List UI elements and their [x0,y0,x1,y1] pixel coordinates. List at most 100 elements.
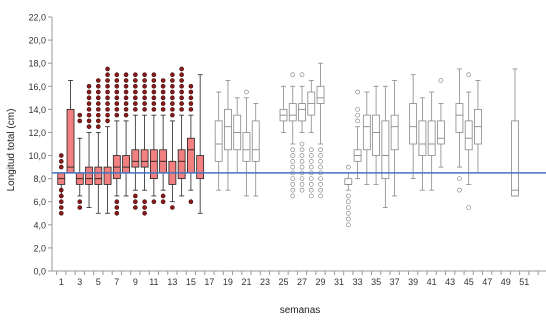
box-week-4 [85,83,93,208]
outlier-point [299,176,305,181]
box-week-32 [344,164,353,228]
x-tick-label: 31 [334,277,344,287]
outlier-point [290,72,296,78]
box-week-45 [464,72,473,210]
x-tick-label: 13 [167,277,177,287]
outlier-point [151,95,157,101]
outlier-point [133,199,138,205]
outlier-point [58,164,64,170]
outlier-point [133,72,138,78]
x-tick-label: 41 [427,277,437,287]
outlier-point [86,101,92,106]
box-week-34 [362,91,371,185]
box-body [511,120,519,197]
box-week-11 [149,72,158,205]
box-body [103,166,112,185]
outlier-point [105,101,110,106]
box-body [418,120,427,156]
outlier-point [179,78,184,83]
box-body [298,103,306,122]
outlier-point [160,95,166,101]
y-tick-label: 4,0 [33,220,46,230]
box-week-2 [66,80,75,174]
x-tick-label: 51 [519,277,529,287]
outlier-point [318,193,323,199]
outlier-point [290,176,296,181]
outlier-point [466,72,472,78]
box-body [66,108,75,174]
box-body [177,149,186,180]
x-tick-label: 3 [77,277,82,287]
box-body [464,120,473,151]
outlier-point [188,89,194,95]
x-tick-label: 9 [133,277,138,287]
outlier-point [133,205,138,210]
x-tick-label: 47 [482,277,492,287]
box-body [362,114,371,151]
outlier-point [179,66,184,72]
outlier-point [170,72,175,78]
outlier-point [96,112,101,118]
outlier-point [151,107,157,112]
y-tick-label: 16,0 [28,82,46,92]
outlier-point [133,101,138,106]
box-week-6 [103,66,112,214]
y-tick-label: 10,0 [28,151,46,161]
outlier-point [114,199,120,205]
x-tick-label: 25 [278,277,288,287]
box-week-44 [455,68,464,193]
outlier-point [105,89,110,95]
outlier-point [355,89,360,95]
outlier-point [299,187,305,193]
outlier-point [58,210,64,216]
outlier-point [142,199,147,205]
outlier-point [170,101,175,106]
box-body [427,120,436,156]
outlier-point [142,72,147,78]
y-tick-label: 2,0 [33,243,46,253]
outlier-point [133,193,138,199]
outlier-point [346,222,351,228]
outlier-point [105,72,110,78]
outlier-point [308,176,314,181]
box-week-16 [196,74,205,214]
outlier-point [133,107,138,112]
box-series [57,62,519,228]
box-body [455,103,464,133]
outlier-point [318,147,323,153]
outlier-point [86,83,92,89]
outlier-point [151,78,157,83]
y-tick-label: 0,0 [33,267,46,277]
outlier-point [114,78,120,83]
outlier-point [299,182,305,187]
x-tick-label: 15 [186,277,196,287]
box-body [149,149,158,180]
x-axis-label: semanas [280,305,321,316]
outlier-point [308,147,314,153]
outlier-point [142,95,147,101]
box-week-15 [186,83,195,205]
box-body [344,178,353,185]
box-week-14 [177,66,186,197]
box-week-3 [75,112,84,210]
outlier-point [114,101,120,106]
outlier-point [457,187,462,193]
outlier-point [308,187,314,193]
outlier-point [96,95,101,101]
box-week-8 [122,72,130,197]
outlier-point [179,72,184,78]
box-week-28 [307,80,316,199]
outlier-point [290,187,296,193]
outlier-point [96,89,101,95]
box-body [242,132,251,162]
outlier-point [438,78,444,83]
box-body [316,85,325,104]
outlier-point [170,83,175,89]
outlier-point [142,83,147,89]
box-body [372,114,381,156]
x-tick-label: 27 [297,277,307,287]
outlier-point [96,78,101,83]
outlier-point [151,101,157,106]
